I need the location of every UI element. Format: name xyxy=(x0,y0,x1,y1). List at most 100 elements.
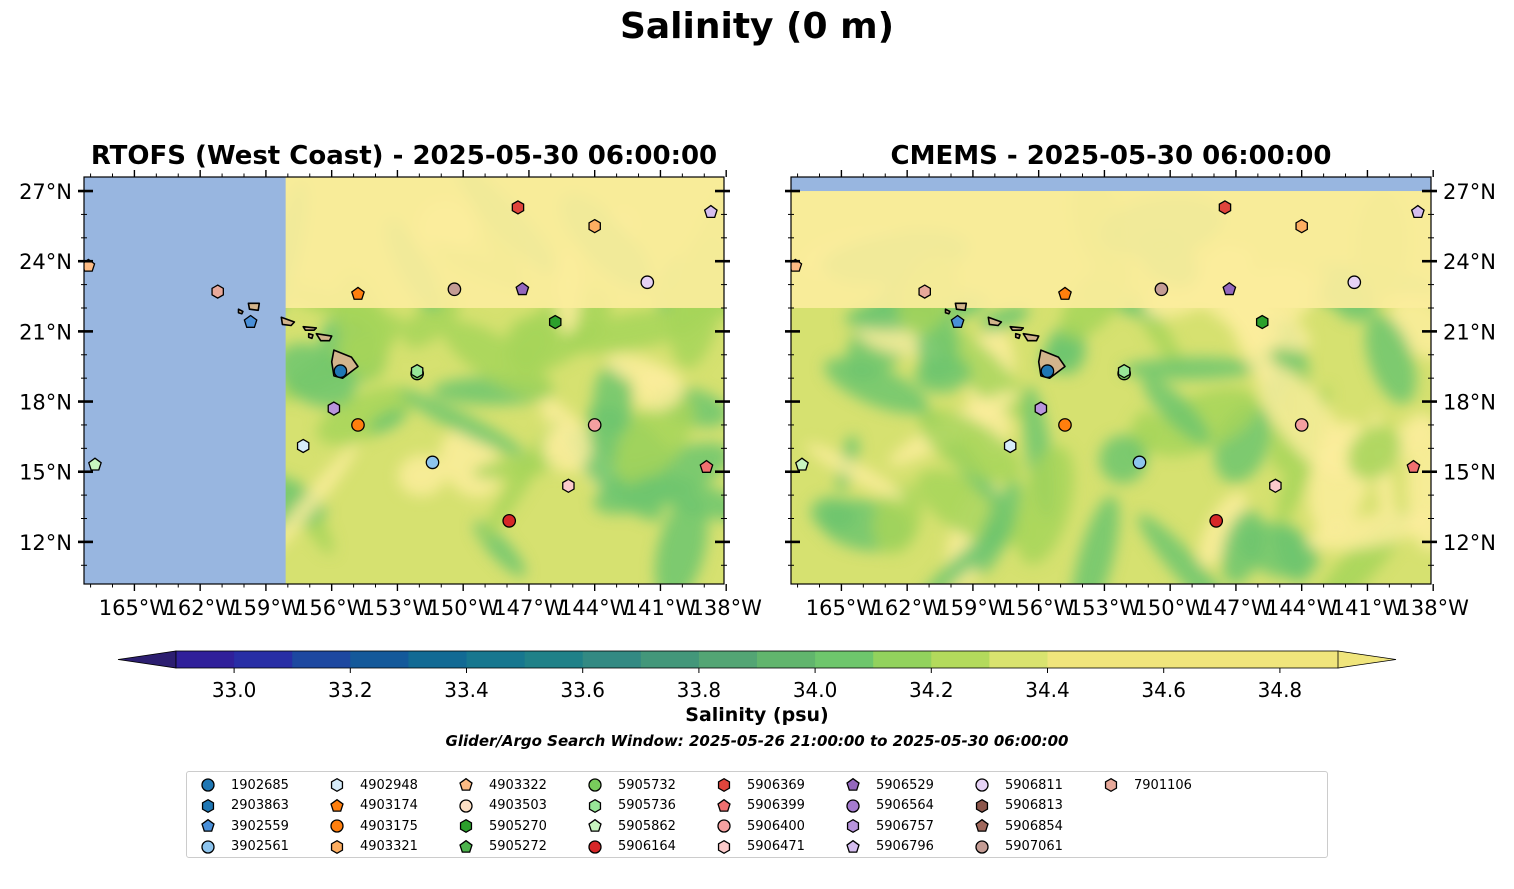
legend-label: 5905736 xyxy=(618,798,676,813)
legend-label: 3902559 xyxy=(231,818,289,834)
legend-label: 5906854 xyxy=(1005,818,1063,834)
legend-label: 5906529 xyxy=(876,777,934,793)
x-tick-label: 165°W xyxy=(806,596,878,620)
pentagon-marker-icon xyxy=(330,798,344,812)
float-marker-5906757 xyxy=(327,401,341,416)
circle-marker-icon xyxy=(201,839,215,854)
legend-label: 4903503 xyxy=(489,798,547,813)
colorbar-bin xyxy=(931,651,990,668)
hexagon-marker-icon xyxy=(717,777,731,793)
legend-marker-5906564 xyxy=(846,798,860,813)
colorbar-bin xyxy=(1221,651,1281,668)
colorbar-extend-high xyxy=(1337,650,1397,669)
legend-marker-4902948 xyxy=(330,777,344,793)
colorbar-bin xyxy=(234,651,293,668)
x-tick-label: 156°W xyxy=(1003,596,1075,620)
legend-item: 5905272 xyxy=(457,838,547,856)
legend-marker-5906400 xyxy=(717,819,731,833)
float-marker-5906757 xyxy=(1034,401,1048,416)
float-marker-4903174 xyxy=(1058,286,1072,300)
float-marker-5906399 xyxy=(1406,459,1421,473)
circle-marker-icon xyxy=(975,839,989,854)
rtofs-salinity-field xyxy=(84,177,724,584)
legend-marker-4903321 xyxy=(330,839,344,854)
legend-marker-2903863 xyxy=(201,798,215,813)
legend-marker-3902561 xyxy=(201,839,215,854)
legend-marker-1902685 xyxy=(201,778,215,792)
figure-title: Salinity (0 m) xyxy=(619,6,895,47)
legend-item: 5906369 xyxy=(715,776,805,794)
float-marker-7901106 xyxy=(211,284,224,299)
legend-item: 5905732 xyxy=(586,776,676,794)
x-tick-label: 147°W xyxy=(493,596,565,620)
colorbar-bin xyxy=(757,651,816,668)
legend-label: 5906757 xyxy=(876,818,934,834)
colorbar-tick-label: 34.4 xyxy=(1025,678,1070,702)
y-tick-label: 15°N xyxy=(1443,461,1496,485)
y-tick-label: 18°N xyxy=(1443,391,1496,415)
legend-label: 4903175 xyxy=(360,818,418,834)
legend-label: 1902685 xyxy=(231,777,289,793)
float-marker-5906400 xyxy=(1294,418,1309,432)
float-marker-1902685 xyxy=(333,364,348,378)
island-lanai xyxy=(307,332,314,340)
legend-marker-5905736 xyxy=(588,798,602,813)
island-kauai xyxy=(954,302,968,312)
float-marker-5906529 xyxy=(515,281,530,296)
x-tick-label: 144°W xyxy=(1266,596,1338,620)
colorbar-tick-label: 33.0 xyxy=(212,678,257,702)
float-legend: 1902685 2903863 3902559 3902561 4902948 49031… xyxy=(186,771,1328,858)
legend-marker-4903174 xyxy=(330,798,344,812)
float-marker-4903175 xyxy=(1058,418,1072,432)
hexagon-marker-icon xyxy=(330,839,344,854)
colorbar-label: Salinity (psu) xyxy=(685,704,829,726)
x-tick-label: 147°W xyxy=(1200,596,1272,620)
x-tick-label: 162°W xyxy=(164,596,236,620)
float-marker-5906811 xyxy=(640,275,655,290)
legend-label: 5905272 xyxy=(489,839,547,854)
float-marker-5906796 xyxy=(703,204,718,218)
legend-label: 3902561 xyxy=(231,839,289,854)
hexagon-marker-icon xyxy=(717,839,731,854)
legend-marker-5905732 xyxy=(588,778,602,792)
circle-marker-icon xyxy=(975,778,989,792)
island-lanai xyxy=(1014,332,1021,340)
pentagon-marker-icon xyxy=(846,839,860,853)
legend-marker-4903175 xyxy=(330,819,344,833)
float-marker-5906471 xyxy=(1269,478,1282,494)
y-tick-label: 21°N xyxy=(1443,320,1496,344)
legend-marker-5906369 xyxy=(717,777,731,793)
y-tick-label: 15°N xyxy=(19,461,72,485)
legend-item: 4903322 xyxy=(457,776,547,794)
colorbar-tick-label: 33.8 xyxy=(677,678,722,702)
hexagon-marker-icon xyxy=(459,818,473,834)
x-tick-label: 162°W xyxy=(871,596,943,620)
legend-marker-5907061 xyxy=(975,839,989,854)
hexagon-marker-icon xyxy=(1104,777,1118,793)
colorbar-bin xyxy=(873,651,932,668)
float-marker-4903174 xyxy=(351,286,365,300)
legend-label: 4903321 xyxy=(360,839,418,854)
legend-item: 5905862 xyxy=(586,817,676,835)
pentagon-marker-icon xyxy=(459,839,473,853)
x-tick-label: 153°W xyxy=(1069,596,1141,620)
float-marker-4903175 xyxy=(351,418,365,432)
float-marker-5906369 xyxy=(1218,200,1232,215)
legend-marker-5906813 xyxy=(975,798,989,813)
float-marker-5906164 xyxy=(1209,513,1224,528)
float-marker-5907061 xyxy=(1154,282,1169,297)
x-tick-label: 153°W xyxy=(362,596,434,620)
legend-item: 4903321 xyxy=(328,838,418,856)
float-marker-5905736 xyxy=(1117,363,1131,379)
cmems-no-data-region xyxy=(791,177,1431,192)
legend-marker-5905270 xyxy=(459,818,473,834)
legend-label: 5905862 xyxy=(618,818,676,834)
rtofs-no-data-region xyxy=(84,177,286,584)
legend-item: 5906564 xyxy=(844,797,934,815)
colorbar-bin xyxy=(1279,651,1339,668)
circle-marker-icon xyxy=(588,778,602,792)
x-tick-label: 159°W xyxy=(230,596,302,620)
legend-marker-3902559 xyxy=(201,818,215,832)
float-marker-5906399 xyxy=(699,459,714,473)
colorbar-tick-label: 33.6 xyxy=(560,678,605,702)
